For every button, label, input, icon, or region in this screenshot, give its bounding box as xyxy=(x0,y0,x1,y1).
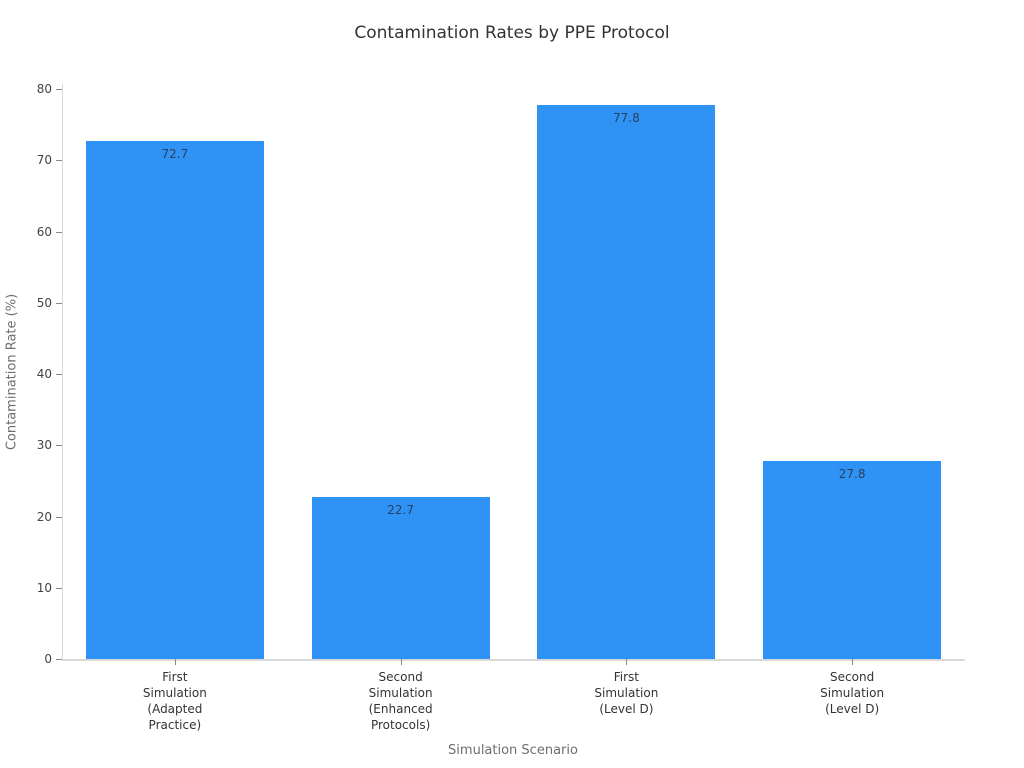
bar xyxy=(763,460,942,659)
x-axis-line xyxy=(62,659,965,661)
x-tick-label: Second Simulation (Enhanced Protocols) xyxy=(368,670,433,732)
bar xyxy=(311,497,490,659)
y-tick-mark xyxy=(56,160,62,162)
bar-value-label: 22.7 xyxy=(387,503,414,518)
bar-value-label: 77.8 xyxy=(613,110,640,125)
x-tick-mark xyxy=(626,659,628,665)
y-tick-mark xyxy=(56,445,62,447)
y-tick-mark xyxy=(56,89,62,90)
y-tick-label: 20 xyxy=(36,509,52,524)
bar-value-label: 27.8 xyxy=(838,466,866,481)
y-axis-line xyxy=(62,84,63,660)
y-tick-label: 70 xyxy=(36,153,52,168)
y-tick-mark xyxy=(56,374,62,375)
x-tick-mark xyxy=(174,659,176,665)
chart-title: Contamination Rates by PPE Protocol xyxy=(354,23,670,43)
x-tick-label: Second Simulation (Level D) xyxy=(820,670,885,716)
x-axis-title: Simulation Scenario xyxy=(448,743,578,758)
x-tick-mark xyxy=(852,659,854,665)
x-tick-label: First Simulation (Adapted Practice) xyxy=(142,670,207,732)
y-tick-label: 40 xyxy=(36,367,52,381)
y-tick-label: 50 xyxy=(36,295,52,310)
y-tick-label: 0 xyxy=(44,652,52,666)
bar-value-label: 72.7 xyxy=(161,147,189,161)
x-tick-mark xyxy=(400,659,402,665)
y-tick-mark xyxy=(56,231,62,233)
y-tick-mark xyxy=(56,302,62,304)
y-tick-label: 60 xyxy=(36,224,52,239)
bar xyxy=(537,104,716,659)
y-tick-label: 10 xyxy=(36,580,52,595)
x-tick-label: First Simulation (Level D) xyxy=(594,670,659,716)
y-tick-mark xyxy=(56,659,62,660)
y-tick-label: 80 xyxy=(36,82,52,96)
y-tick-mark xyxy=(56,516,62,518)
y-tick-mark xyxy=(56,587,62,589)
y-tick-label: 30 xyxy=(36,438,52,453)
bar xyxy=(85,141,264,659)
